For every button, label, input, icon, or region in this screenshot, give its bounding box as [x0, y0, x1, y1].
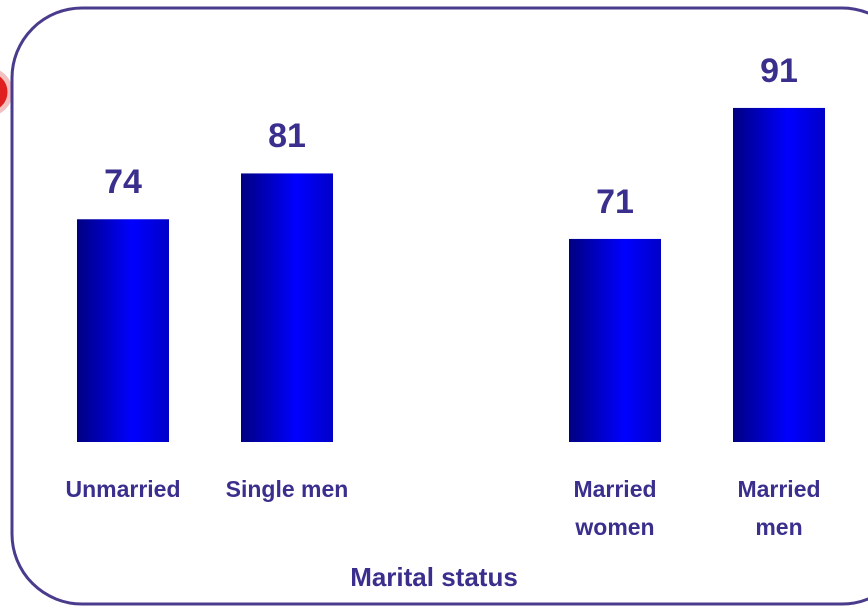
frame [10, 6, 868, 606]
decoration [0, 70, 13, 114]
bar [569, 238, 661, 442]
x-axis-label: Marital status [350, 562, 518, 592]
value-label: 74 [104, 163, 142, 202]
x-tick-label: Unmarried [65, 476, 181, 502]
value-label: 71 [596, 182, 634, 221]
x-tick-label: Married women [573, 476, 657, 540]
x-tick-label: Single men [225, 476, 349, 502]
x-tick-label: Married men [737, 476, 821, 540]
value-label: 81 [268, 117, 306, 156]
bar [241, 173, 333, 442]
bar [77, 219, 169, 442]
bar [733, 107, 825, 442]
value-label: 91 [760, 51, 798, 90]
